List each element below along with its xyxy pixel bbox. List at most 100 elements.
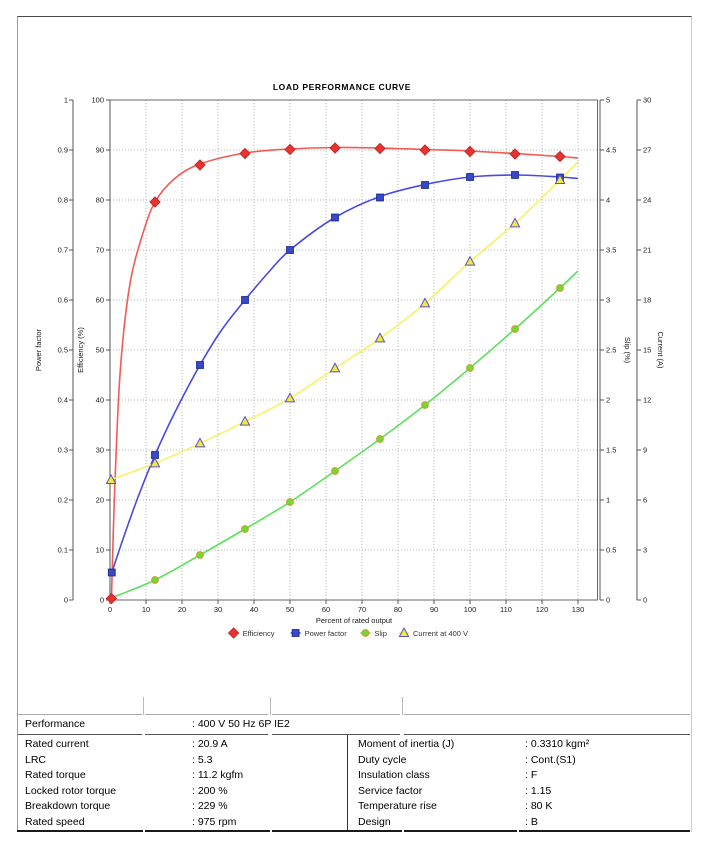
legend-label: Slip <box>374 629 387 638</box>
power-factor-marker <box>196 361 204 369</box>
axis-title-cur: Current (A) <box>656 331 665 369</box>
table-bottom-rule <box>404 830 517 832</box>
power-factor-marker <box>107 568 116 577</box>
slip-marker <box>241 525 249 533</box>
spec-label: Temperature rise <box>358 800 437 813</box>
spec-column-divider <box>347 735 348 831</box>
tick-label: 0.5 <box>606 546 616 555</box>
spec-value: : 20.9 A <box>192 738 228 750</box>
spec-label: Service factor <box>358 784 423 797</box>
tick-label: 40 <box>250 605 258 614</box>
tick-label: 60 <box>96 296 104 305</box>
spec-value: : 1.15 <box>525 784 552 797</box>
spec-row: Rated speed: 975 rpm Design: B <box>17 815 690 831</box>
table-rule <box>404 714 690 715</box>
spec-row: Locked rotor torque : 200 % Service factor… <box>17 784 690 800</box>
spec-table: Rated current: 20.9 A Moment of inertia (… <box>17 737 690 831</box>
table-top-divider <box>143 697 144 715</box>
efficiency-marker <box>374 142 386 155</box>
table-bottom-rule <box>519 830 690 832</box>
slip-marker <box>331 467 339 475</box>
series-current-at-400-v-curve <box>109 161 579 481</box>
slip-marker <box>511 325 519 333</box>
tick-label: 6 <box>643 496 647 505</box>
current-at-400-v-marker <box>464 255 476 266</box>
tick-label: 0 <box>108 605 112 614</box>
spec-value: : B <box>525 815 538 828</box>
table-top-divider <box>270 697 271 715</box>
x-axis-title: Percent of rated output <box>316 616 393 625</box>
current-at-400-v-legend-marker <box>398 626 410 637</box>
efficiency-marker <box>419 144 431 156</box>
table-rule <box>145 734 268 735</box>
chart-title: LOAD PERFORMANCE CURVE <box>273 82 411 92</box>
tick-label: 100 <box>464 605 477 614</box>
tick-label: 80 <box>394 605 402 614</box>
series-current-at-400-v-markers <box>105 173 566 484</box>
tick-label: 50 <box>286 605 294 614</box>
efficiency-marker <box>194 159 206 171</box>
tick-label: 0 <box>100 596 104 605</box>
efficiency-marker <box>554 150 566 163</box>
tick-label: 5 <box>606 96 610 105</box>
tick-label: 110 <box>500 605 512 614</box>
chart-legend: Efficiency Power factor Slip Current at 400… <box>227 626 468 639</box>
tick-label: 24 <box>643 196 651 205</box>
table-rule <box>18 734 142 735</box>
tick-label: 20 <box>178 605 186 614</box>
series-slip-markers <box>151 284 564 584</box>
tick-label: 27 <box>643 146 651 155</box>
slip-marker <box>556 284 564 292</box>
tick-label: 4 <box>606 196 610 205</box>
tick-label: 0.1 <box>58 546 68 555</box>
y-axis-cur: 0 3 6 9 12 15 18 21 24 27 30 Current (A) <box>636 96 665 605</box>
spec-label: Locked rotor torque <box>25 784 117 797</box>
spec-label: Breakdown torque <box>25 800 111 813</box>
y-axis-eff: 0 10 20 30 40 50 60 70 80 90 100 Efficiency (%) <box>76 96 111 605</box>
current-at-400-v-marker <box>329 362 341 373</box>
power-factor-marker <box>331 213 339 222</box>
tick-label: 1.5 <box>606 446 616 455</box>
legend-label: Efficiency <box>243 629 275 638</box>
performance-row: Performance : 400 V 50 Hz 6P IE2 <box>17 716 690 733</box>
spec-label: LRC <box>25 753 47 766</box>
tick-label: 2.5 <box>606 346 616 355</box>
axis-title-eff: Efficiency (%) <box>76 327 85 373</box>
spec-value: : 200 % <box>192 784 228 797</box>
power-factor-marker <box>286 246 294 254</box>
tick-label: 130 <box>572 605 585 614</box>
spec-label: Rated torque <box>25 769 86 782</box>
spec-value: : 5.3 <box>192 753 213 766</box>
tick-label: 70 <box>96 246 104 255</box>
current-at-400-v-marker <box>554 173 566 184</box>
tick-label: 20 <box>96 496 104 505</box>
load-performance-chart: LOAD PERFORMANCE CURVE 0 0.1 0.2 0.3 0.4 0.5 0.… <box>34 82 665 639</box>
table-top-divider <box>402 697 403 715</box>
tick-label: 0.6 <box>58 296 68 305</box>
tick-label: 4.5 <box>606 146 616 155</box>
power-factor-marker <box>421 181 429 189</box>
current-at-400-v-marker <box>419 297 431 308</box>
efficiency-marker <box>149 196 161 208</box>
tick-label: 12 <box>643 396 651 405</box>
performance-value: : 400 V 50 Hz 6P IE2 <box>192 718 290 730</box>
slip-marker <box>151 576 159 584</box>
page-frame <box>17 16 692 832</box>
current-at-400-v-marker <box>194 437 206 448</box>
tick-label: 9 <box>643 446 647 455</box>
tick-label: 100 <box>91 96 104 105</box>
tick-label: 3 <box>643 546 647 555</box>
tick-label: 30 <box>643 96 651 105</box>
table-rule <box>272 734 400 735</box>
tick-label: 0 <box>606 596 610 605</box>
spec-row: Breakdown torque: 229 % Temperature rise:… <box>17 799 690 815</box>
spec-row: Rated torque: 11.2 kgfm Insulation class:… <box>17 768 690 784</box>
efficiency-marker <box>239 147 251 160</box>
y-axis-slip: 0 0.5 1 1.5 2 2.5 3 3.5 4 4.5 5 Slip (%) <box>599 96 632 605</box>
efficiency-marker <box>105 592 118 605</box>
spec-value: : 80 K <box>525 800 553 813</box>
efficiency-marker <box>329 142 341 154</box>
spec-row: Rated current: 20.9 A Moment of inertia (… <box>17 737 690 753</box>
tick-label: 1 <box>606 496 610 505</box>
tick-label: 1 <box>64 96 68 105</box>
